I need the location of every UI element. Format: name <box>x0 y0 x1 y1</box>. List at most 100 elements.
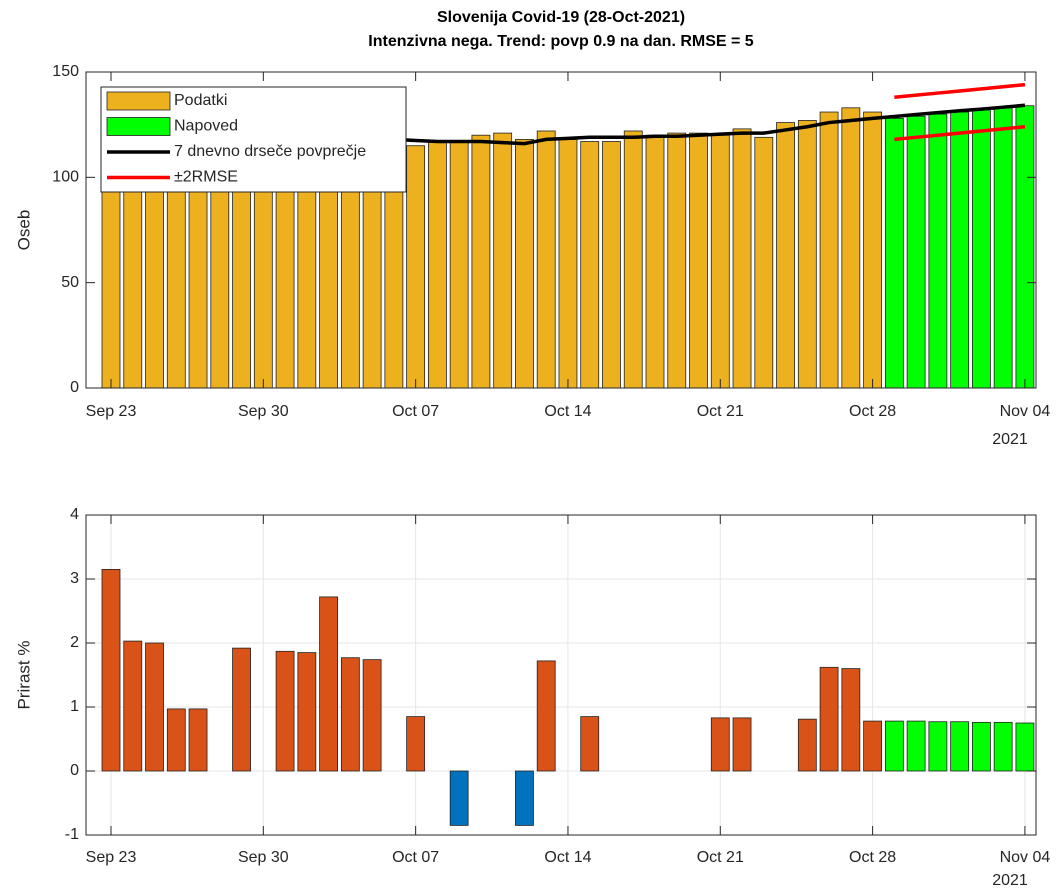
bar <box>819 111 839 389</box>
legend-label: Napoved <box>174 118 238 135</box>
bar <box>101 569 121 772</box>
y-axis-label: Prirast % <box>14 641 33 710</box>
bar <box>884 720 904 772</box>
bar <box>232 647 251 772</box>
bar <box>536 130 556 389</box>
y-tick-label: 0 <box>70 379 79 396</box>
axis-box <box>85 514 1037 836</box>
bar <box>710 134 730 389</box>
bar <box>993 107 1013 389</box>
x-year-label: 2021 <box>992 431 1028 448</box>
legend-swatch <box>106 91 171 111</box>
x-tick-label: Oct 14 <box>544 849 591 866</box>
y-tick-label: 50 <box>61 274 79 291</box>
bar <box>166 157 186 389</box>
bar <box>145 642 164 772</box>
bar <box>950 721 970 772</box>
bar <box>841 668 861 772</box>
bar <box>689 132 708 389</box>
bar <box>972 721 991 772</box>
bar <box>950 111 970 389</box>
bar <box>710 717 730 772</box>
line <box>894 82 1026 100</box>
bar <box>427 141 447 389</box>
x-tick-label: Oct 21 <box>697 849 744 866</box>
bar <box>449 770 469 826</box>
bar <box>123 640 143 772</box>
bar <box>580 141 600 389</box>
bar <box>515 770 534 826</box>
x-year-label: 2021 <box>992 872 1028 889</box>
bar <box>362 659 382 772</box>
bar <box>623 130 643 389</box>
bar <box>340 657 360 772</box>
bar <box>1015 105 1035 389</box>
bar <box>972 109 991 389</box>
y-tick-label: 1 <box>70 698 79 715</box>
bar <box>536 660 556 772</box>
bar <box>863 111 882 389</box>
y-tick-label: -1 <box>65 826 79 843</box>
bar <box>993 721 1013 772</box>
bar <box>319 596 339 772</box>
bar <box>776 122 795 389</box>
bar <box>928 721 948 772</box>
y-tick-label: 3 <box>70 570 79 587</box>
bar <box>906 720 926 772</box>
bar <box>449 141 469 389</box>
bar <box>515 139 534 389</box>
bar <box>884 117 904 389</box>
x-tick-label: Oct 21 <box>697 403 744 420</box>
bar <box>493 132 513 389</box>
bar <box>123 164 143 389</box>
axis-box <box>85 71 1037 389</box>
bar <box>863 720 882 772</box>
x-tick-label: Oct 28 <box>849 403 896 420</box>
y-tick-label: 100 <box>52 169 79 186</box>
y-tick-label: 150 <box>52 63 79 80</box>
bar <box>819 666 839 772</box>
line <box>894 125 1026 142</box>
bar <box>928 113 948 389</box>
legend-label: ±2RMSE <box>174 169 238 186</box>
y-tick-label: 0 <box>70 762 79 779</box>
legend-swatch <box>106 117 171 136</box>
x-tick-label: Sep 23 <box>86 849 137 866</box>
bar <box>297 652 317 772</box>
bar <box>558 139 578 389</box>
bar <box>166 708 186 772</box>
bar <box>1015 722 1035 772</box>
y-tick-label: 2 <box>70 634 79 651</box>
y-axis-label: Oseb <box>14 210 33 251</box>
bar <box>732 717 752 772</box>
x-tick-label: Nov 04 <box>1000 849 1051 866</box>
bar <box>471 134 491 389</box>
bar <box>602 141 621 389</box>
bar <box>188 708 208 772</box>
bar <box>406 716 426 772</box>
bar <box>667 132 687 389</box>
y-tick-label: 4 <box>70 506 79 523</box>
bar <box>906 115 926 389</box>
bar <box>841 107 861 389</box>
x-tick-label: Oct 28 <box>849 849 896 866</box>
x-tick-label: Oct 07 <box>392 403 439 420</box>
legend-label: Podatki <box>174 92 227 109</box>
bar <box>732 128 752 389</box>
chart-subtitle: Intenzivna nega. Trend: povp 0.9 na dan.… <box>368 33 754 50</box>
bar <box>101 166 121 389</box>
bar <box>797 120 817 389</box>
legend-label: 7 dnevno drseče povprečje <box>174 143 366 160</box>
x-tick-label: Nov 04 <box>1000 403 1051 420</box>
x-tick-label: Sep 23 <box>86 403 137 420</box>
x-tick-label: Oct 14 <box>544 403 591 420</box>
bar <box>580 716 600 772</box>
bar <box>406 145 426 389</box>
x-tick-label: Oct 07 <box>392 849 439 866</box>
bar <box>645 134 665 389</box>
x-tick-label: Sep 30 <box>238 403 289 420</box>
bar <box>797 718 817 772</box>
x-tick-label: Sep 30 <box>238 849 289 866</box>
bar <box>754 136 774 389</box>
